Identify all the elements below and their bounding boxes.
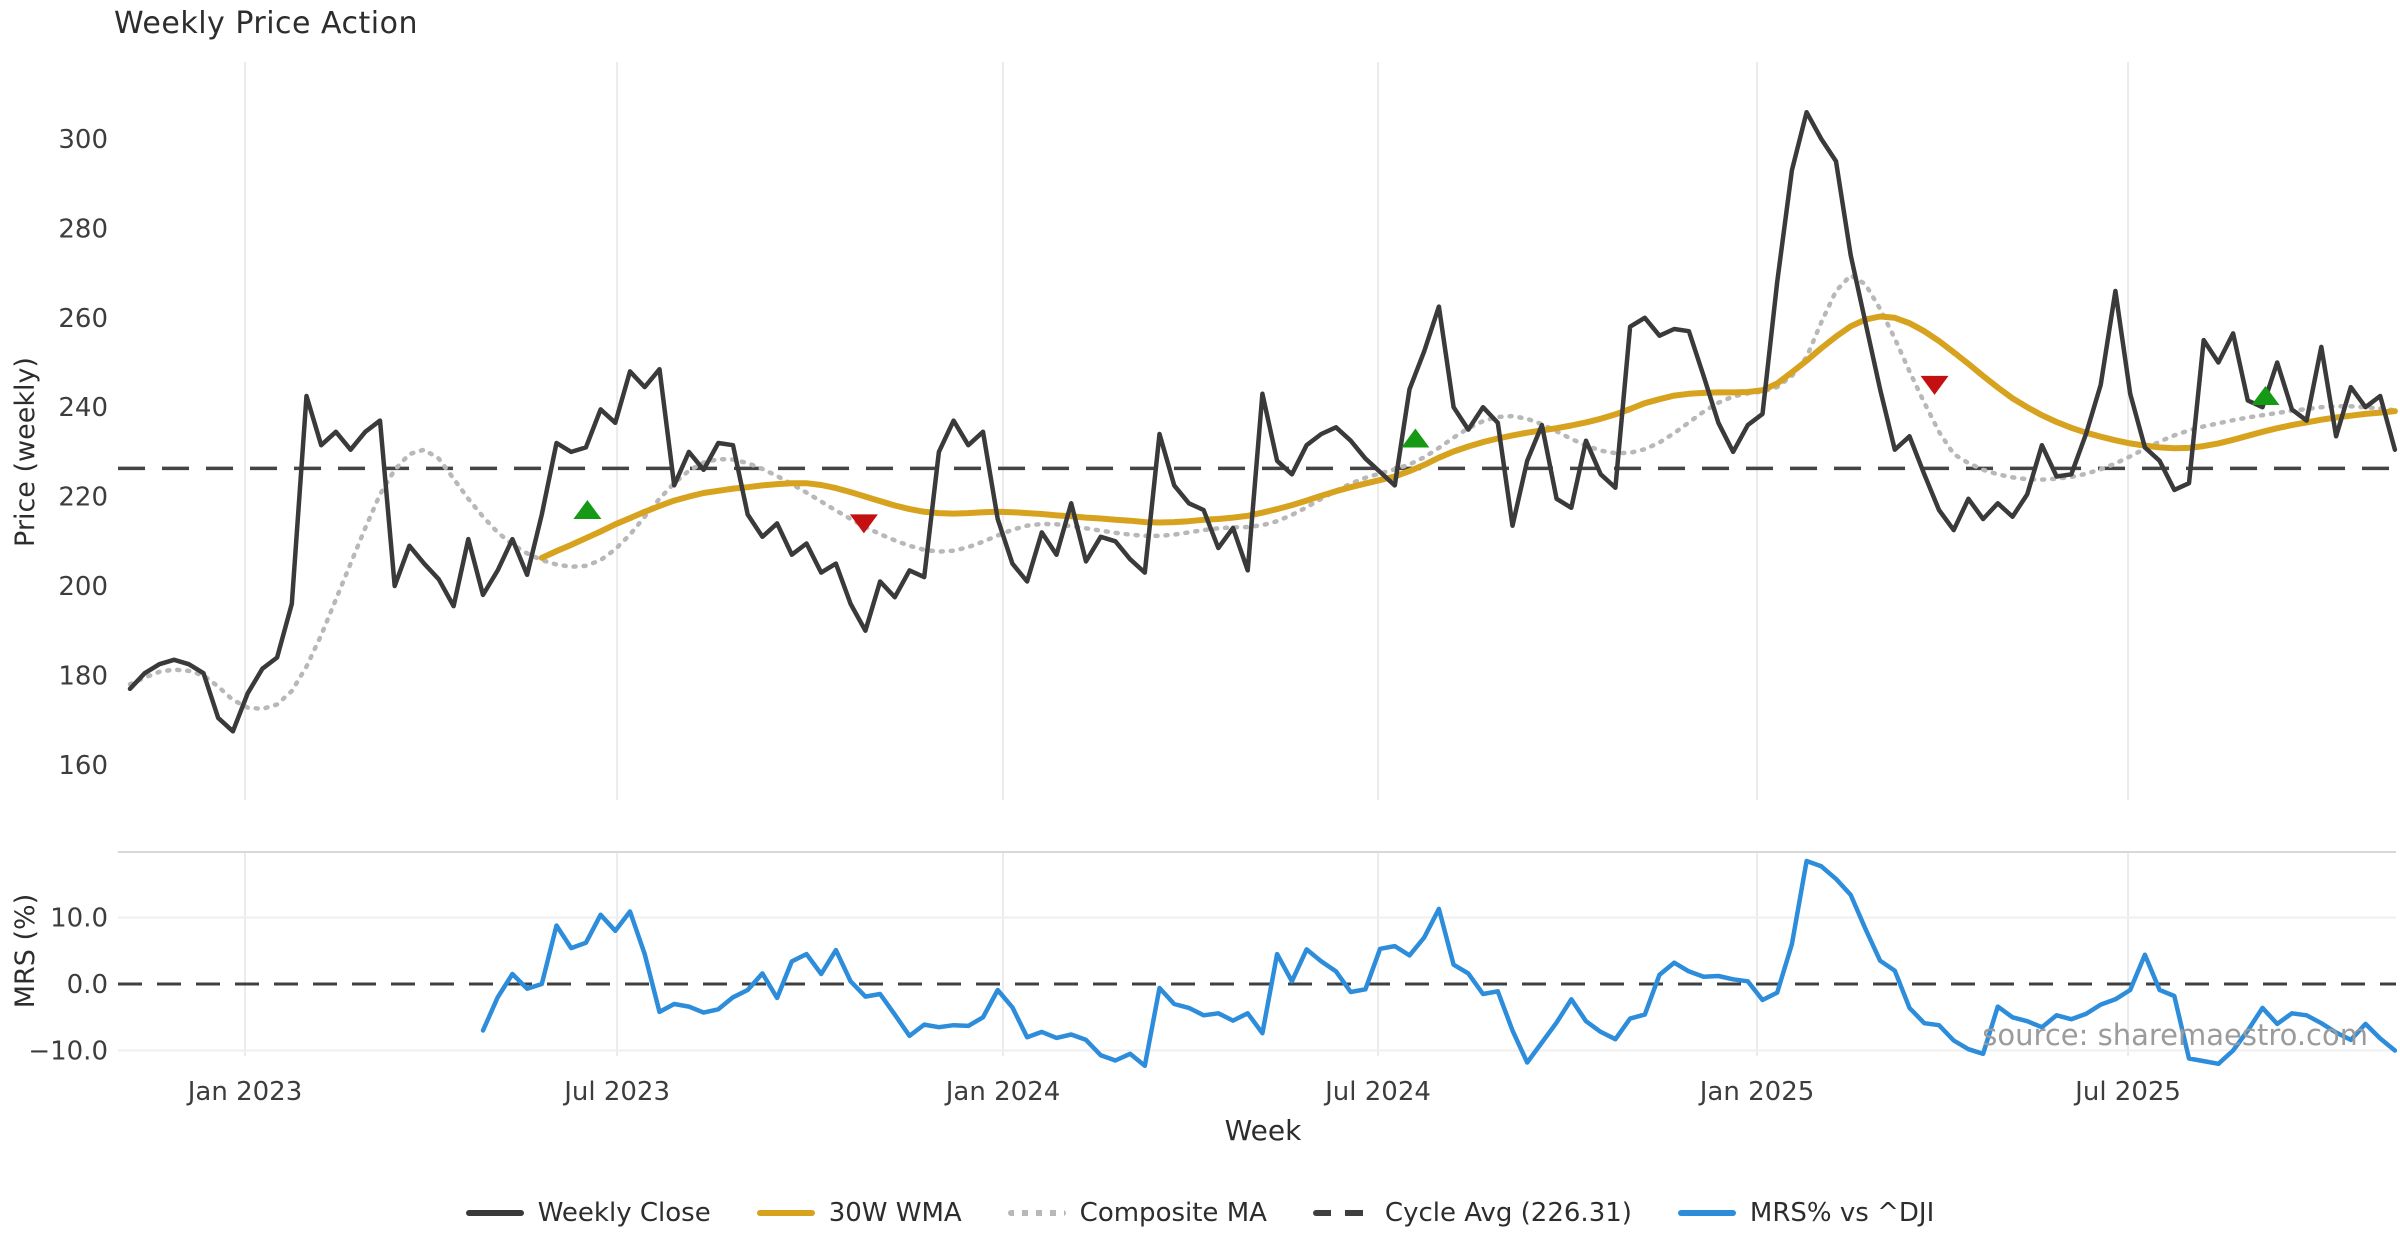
legend-swatch	[465, 1210, 524, 1216]
wma-line	[538, 313, 2398, 561]
chart-legend: Weekly Close 30W WMA Composite MA Cycle Avg…	[0, 1198, 2400, 1228]
x-tick-label: Jul 2023	[562, 1077, 670, 1107]
price-tick-label: 180	[58, 661, 108, 691]
source-watermark: source: sharemaestro.com	[1982, 1018, 2368, 1052]
mrs-tick-label: −10.0	[28, 1037, 108, 1067]
legend-swatch	[1312, 1210, 1371, 1216]
legend-label: Composite MA	[1079, 1198, 1267, 1228]
price-tick-label: 200	[58, 572, 108, 602]
price-axis-title: Price (weekly)	[10, 357, 41, 547]
legend-swatch	[1677, 1210, 1736, 1216]
buy-signal-marker	[573, 500, 602, 520]
mrs-axis-title: MRS (%)	[10, 894, 41, 1009]
sell-signal-marker	[1920, 375, 1949, 395]
mrs-line	[480, 858, 2398, 1069]
price-tick-label: 220	[58, 483, 108, 513]
weekly-close-line	[127, 109, 2398, 734]
legend-label: 30W WMA	[828, 1198, 962, 1228]
x-tick-label: Jan 2024	[944, 1077, 1061, 1107]
legend-item-mrs-vs-dji: MRS% vs ^DJI	[1677, 1198, 1935, 1228]
mrs-tick-label: 0.0	[67, 970, 108, 1000]
x-tick-label: Jul 2025	[2073, 1077, 2181, 1107]
legend-swatch	[756, 1210, 815, 1216]
buy-signal-marker	[2251, 386, 2280, 406]
price-tick-label: 160	[58, 751, 108, 781]
price-tick-label: 280	[58, 214, 108, 244]
legend-item-composite-ma: Composite MA	[1007, 1198, 1267, 1228]
legend-label: MRS% vs ^DJI	[1749, 1198, 1935, 1228]
mrs-tick-label: 10.0	[50, 904, 108, 934]
sell-signal-marker	[849, 514, 878, 534]
legend-item-weekly-close: Weekly Close	[465, 1198, 711, 1228]
composite-ma-line	[127, 273, 2398, 712]
buy-signal-marker	[1401, 428, 1430, 448]
x-tick-label: Jan 2023	[186, 1077, 303, 1107]
x-tick-label: Jul 2024	[1323, 1077, 1431, 1107]
legend-label: Cycle Avg (226.31)	[1384, 1198, 1632, 1228]
x-tick-label: Jan 2025	[1698, 1077, 1815, 1107]
legend-item-30w-wma: 30W WMA	[756, 1198, 962, 1228]
price-tick-label: 240	[58, 393, 108, 423]
chart-title: Weekly Price Action	[114, 6, 418, 41]
x-axis-title: Week	[1225, 1114, 1302, 1147]
legend-label: Weekly Close	[537, 1198, 711, 1228]
price-tick-label: 260	[58, 304, 108, 334]
legend-swatch	[1007, 1210, 1066, 1216]
legend-item-cycle-avg-226-31: Cycle Avg (226.31)	[1312, 1198, 1632, 1228]
price-tick-label: 300	[58, 125, 108, 155]
